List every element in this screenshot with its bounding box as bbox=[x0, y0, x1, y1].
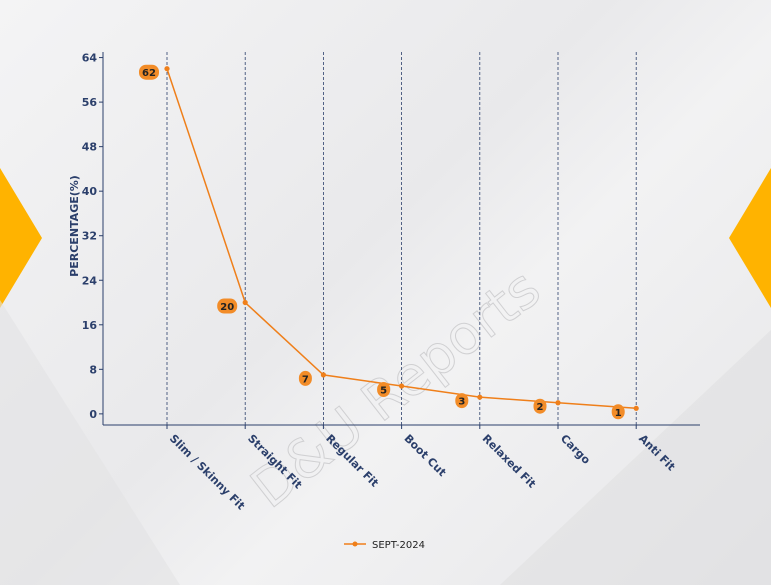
data-label: 62 bbox=[142, 68, 156, 79]
y-tick-label: 8 bbox=[89, 363, 97, 376]
data-label-badge bbox=[139, 64, 159, 80]
data-point bbox=[320, 372, 326, 378]
y-tick-label: 48 bbox=[82, 141, 97, 154]
data-label-badge bbox=[377, 382, 391, 398]
y-tick-label: 32 bbox=[82, 230, 97, 243]
right-triangle-decoration bbox=[729, 168, 771, 308]
background-shape bbox=[0, 300, 180, 585]
x-tick-label: Relaxed Fit bbox=[480, 432, 539, 491]
data-label-badge bbox=[611, 404, 625, 420]
x-tick-label: Straight Fit bbox=[245, 432, 304, 491]
data-label: 5 bbox=[380, 386, 387, 397]
data-point bbox=[555, 400, 561, 406]
data-labels: 62 20 7 5 3 2 1 bbox=[139, 64, 625, 420]
y-tick-label: 64 bbox=[82, 52, 98, 65]
series bbox=[164, 66, 639, 411]
data-point bbox=[399, 383, 405, 389]
x-tick-label: Slim / Skinny Fit bbox=[167, 432, 247, 512]
data-label: 3 bbox=[458, 397, 465, 408]
data-label-badge bbox=[217, 298, 238, 314]
y-axis-label: PERCENTAGE(%) bbox=[68, 175, 81, 277]
data-label-badge bbox=[298, 370, 312, 386]
data-label: 20 bbox=[220, 302, 234, 313]
data-label: 1 bbox=[615, 408, 622, 419]
data-point bbox=[633, 405, 639, 411]
data-label-badge bbox=[533, 398, 547, 414]
data-point bbox=[477, 394, 483, 400]
y-tick-label: 16 bbox=[82, 319, 98, 332]
x-tick-label: Regular Fit bbox=[323, 432, 381, 490]
gridlines bbox=[166, 52, 637, 425]
y-tick-label: 56 bbox=[82, 96, 98, 109]
y-tick-label: 0 bbox=[89, 408, 97, 421]
data-point bbox=[242, 299, 248, 306]
y-tick-label: 40 bbox=[82, 185, 98, 198]
legend: SEPT-2024 bbox=[344, 540, 425, 551]
left-triangle-decoration bbox=[0, 168, 42, 308]
data-label-badge bbox=[455, 393, 469, 409]
x-tick-label: Anti Fit bbox=[636, 432, 678, 474]
data-point bbox=[164, 66, 170, 72]
x-tick-label: Cargo bbox=[558, 432, 593, 467]
legend-marker bbox=[352, 541, 358, 547]
legend-label: SEPT-2024 bbox=[372, 540, 425, 551]
background-shape bbox=[500, 330, 771, 585]
data-label: 7 bbox=[302, 374, 309, 385]
y-tick-label: 24 bbox=[82, 274, 98, 287]
data-label: 2 bbox=[537, 402, 544, 413]
x-tick-label: Boot Cut bbox=[401, 432, 448, 479]
